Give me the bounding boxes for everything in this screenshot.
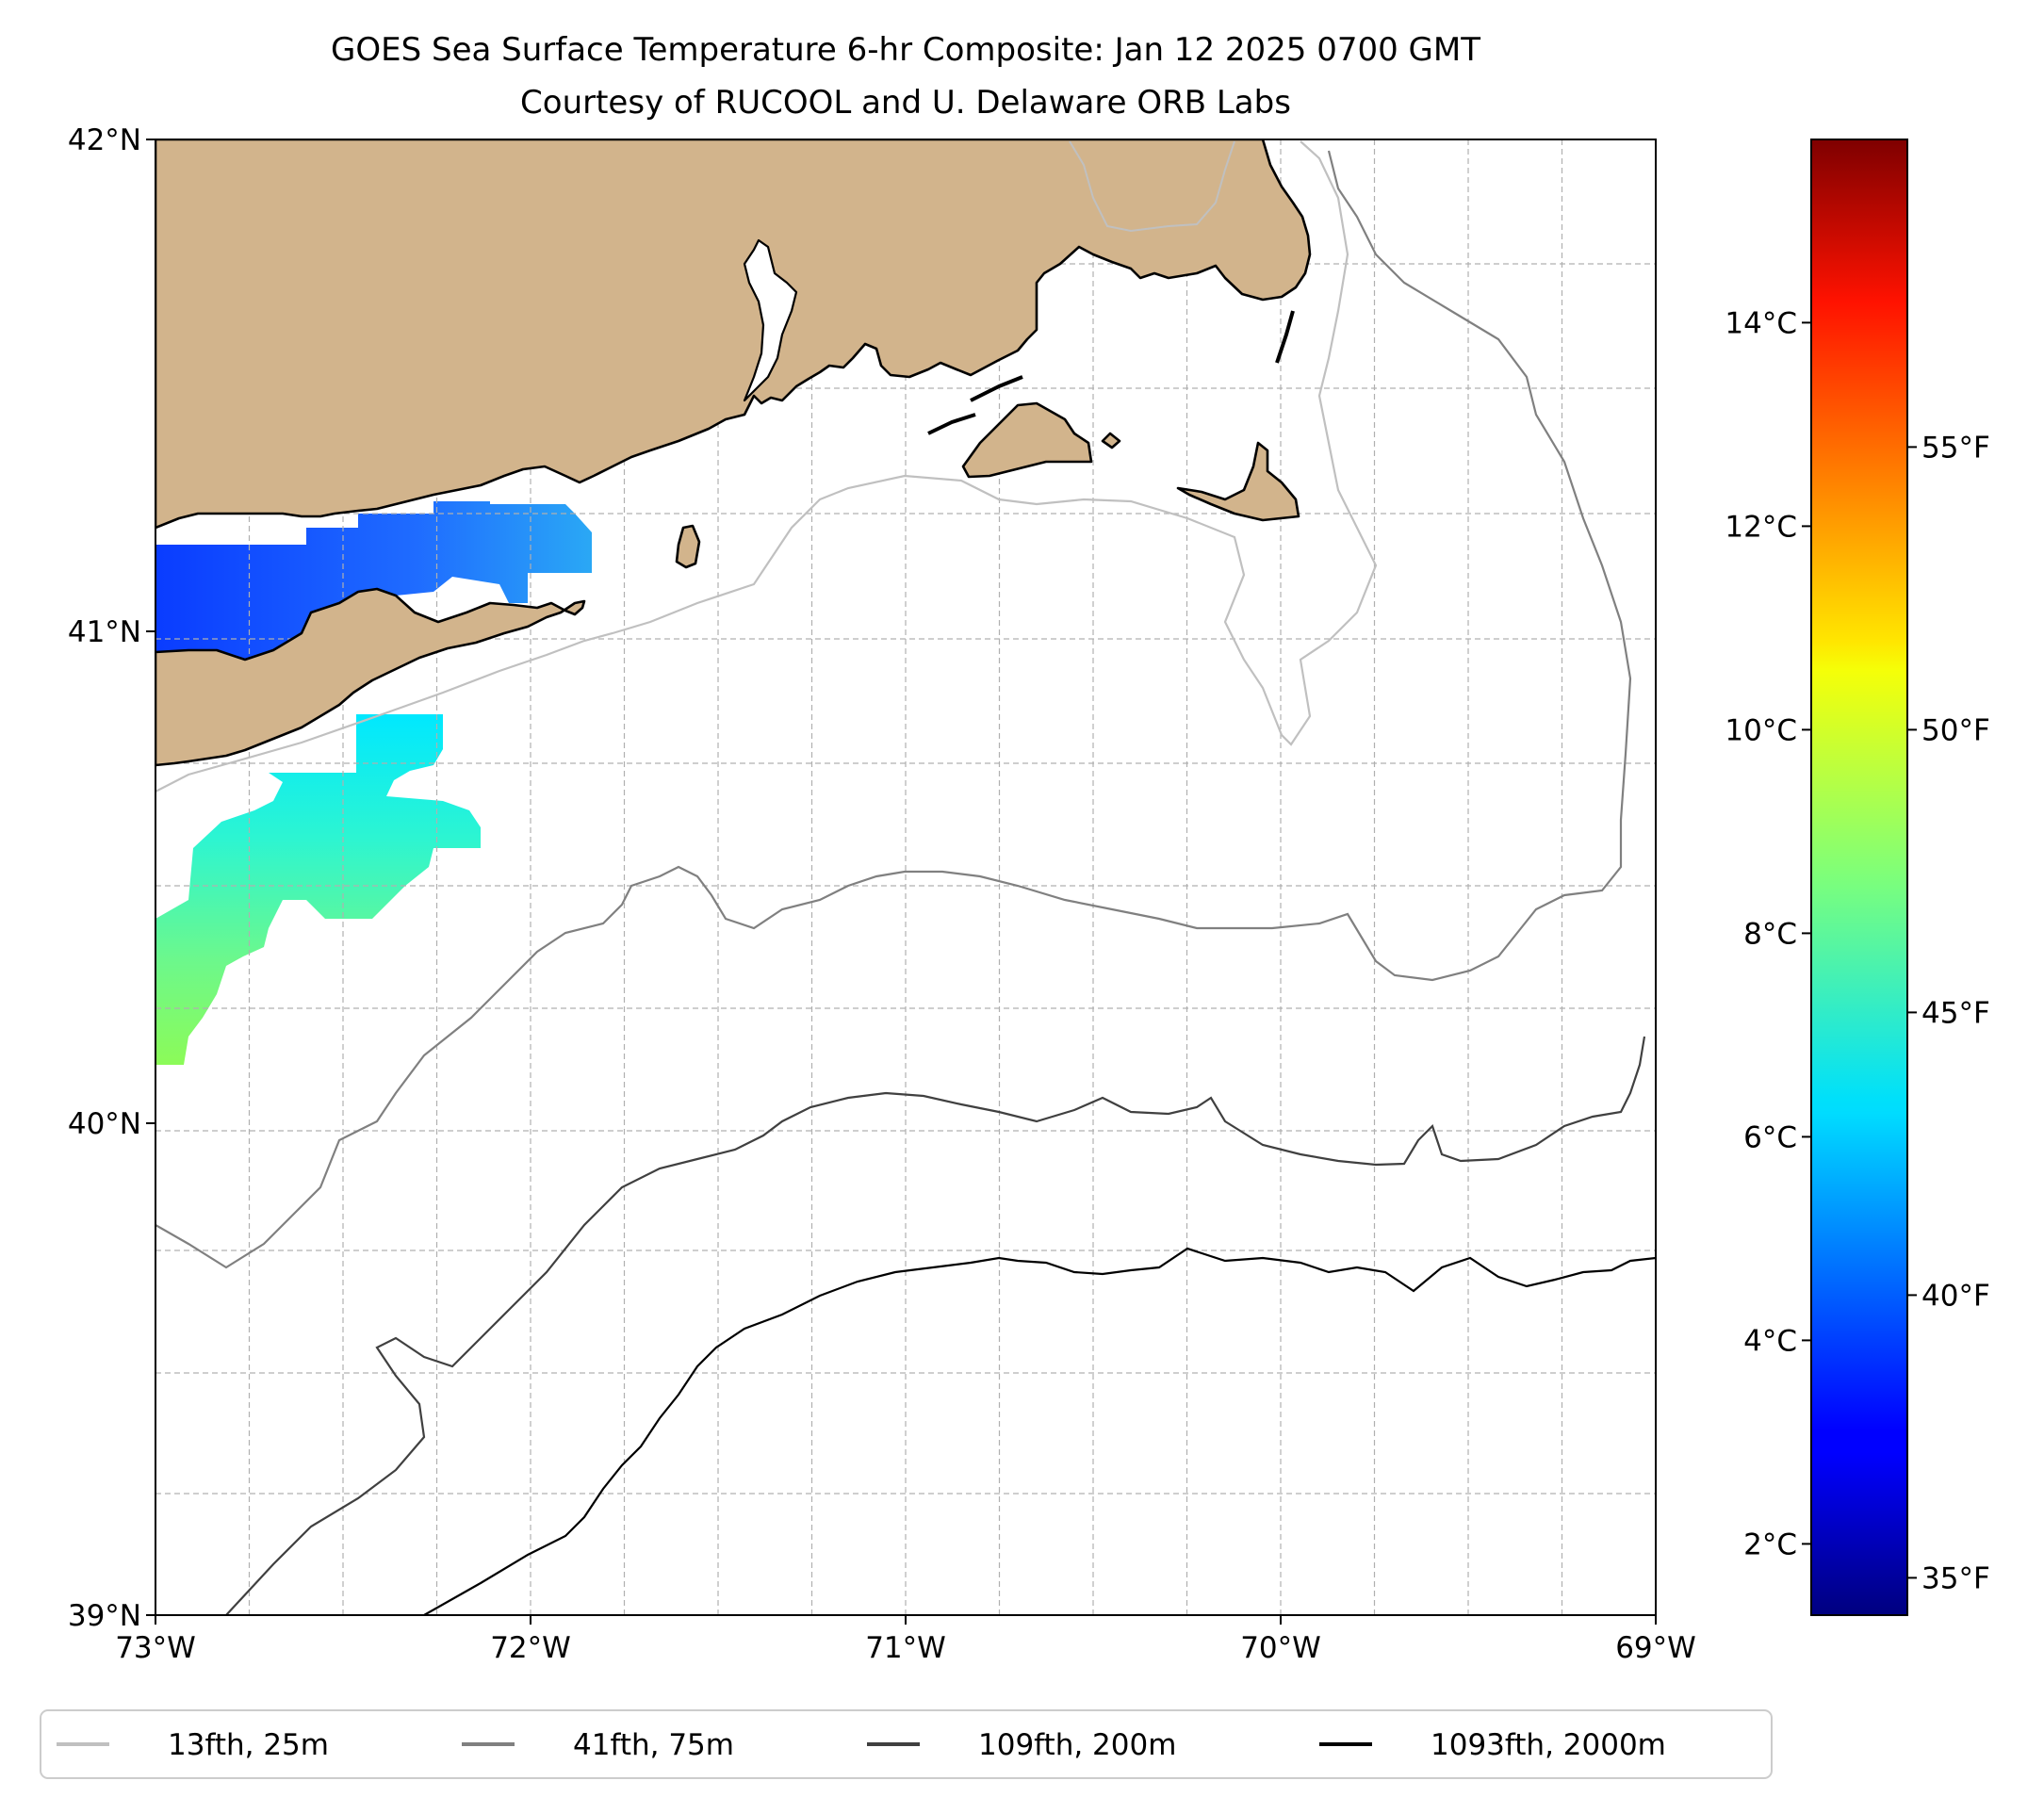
- colorbar-gradient: [1810, 139, 1908, 1616]
- cape-cod-outer: [1275, 310, 1295, 364]
- celsius-tick-label: 10°C: [1725, 713, 1797, 747]
- fahrenheit-tick-label: 35°F: [1921, 1561, 1990, 1595]
- y-tick-label: 42°N: [68, 123, 141, 157]
- fahrenheit-tick-label: 55°F: [1921, 431, 1990, 465]
- x-tick-label: 73°W: [115, 1631, 196, 1665]
- legend-items: 13fth, 25m 41fth, 75m 109fth, 200m 1093fth,…: [57, 1728, 1666, 1762]
- sst-patch-long-island-sound: [155, 501, 592, 660]
- block-island: [675, 524, 701, 569]
- map-subtitle: Courtesy of RUCOOL and U. Delaware ORB L…: [520, 84, 1291, 122]
- celsius-tick-label: 2°C: [1743, 1527, 1797, 1561]
- bathymetry-contours: [155, 140, 1656, 1615]
- celsius-tick-label: 12°C: [1725, 510, 1797, 544]
- contour-200m: [225, 1036, 1646, 1615]
- celsius-tick-label: 6°C: [1743, 1120, 1797, 1154]
- colorbar: 2°C 4°C 6°C 8°C 10°C 12°C 14°C 35°F 40°F 45°F 50°F…: [1725, 139, 1990, 1616]
- narragansett-bay-islands: [743, 238, 798, 402]
- marthas-vineyard: [961, 401, 1093, 479]
- celsius-tick-label: 14°C: [1725, 306, 1797, 340]
- map-area: [155, 139, 1656, 1615]
- legend-item-label: 1093fth, 2000m: [1431, 1728, 1666, 1762]
- y-tick-label: 41°N: [68, 615, 141, 649]
- y-tick-label: 40°N: [68, 1107, 141, 1141]
- contour-25m-bay: [1069, 140, 1235, 233]
- fahrenheit-tick-label: 45°F: [1921, 996, 1990, 1030]
- map-title: GOES Sea Surface Temperature 6-hr Compos…: [331, 31, 1480, 69]
- legend-item-label: 13fth, 25m: [168, 1728, 329, 1762]
- elizabeth-islands: [927, 375, 1023, 435]
- contour-25m: [155, 140, 1378, 792]
- chappaquiddick-monomoy: [1101, 432, 1121, 449]
- colorbar-ticks: 2°C 4°C 6°C 8°C 10°C 12°C 14°C 35°F 40°F 45°F 50°F…: [1725, 306, 1989, 1595]
- long-island: [155, 587, 586, 767]
- fahrenheit-tick-label: 50°F: [1921, 713, 1990, 747]
- celsius-tick-label: 8°C: [1743, 917, 1797, 951]
- celsius-tick-label: 4°C: [1743, 1324, 1797, 1358]
- nantucket: [1176, 441, 1300, 522]
- legend-item-label: 109fth, 200m: [978, 1728, 1176, 1762]
- x-axis: 73°W 72°W 71°W 70°W 69°W: [115, 1615, 1696, 1665]
- y-axis: 42°N 41°N 40°N 39°N: [68, 123, 155, 1633]
- land: [155, 139, 1312, 767]
- contour-2000m: [423, 1247, 1656, 1615]
- sst-patch-shelf-south: [155, 714, 481, 1065]
- fahrenheit-tick-label: 40°F: [1921, 1279, 1990, 1313]
- legend-item-label: 41fth, 75m: [573, 1728, 734, 1762]
- contour-75m: [155, 150, 1632, 1269]
- x-tick-label: 72°W: [490, 1631, 571, 1665]
- legend: 13fth, 25m 41fth, 75m 109fth, 200m 1093fth,…: [40, 1709, 1773, 1779]
- x-tick-label: 70°W: [1240, 1631, 1321, 1665]
- x-tick-label: 71°W: [865, 1631, 946, 1665]
- y-tick-label: 39°N: [68, 1599, 141, 1633]
- mainland-connecticut-rhode-island-massachusetts: [155, 139, 1312, 530]
- x-tick-label: 69°W: [1615, 1631, 1696, 1665]
